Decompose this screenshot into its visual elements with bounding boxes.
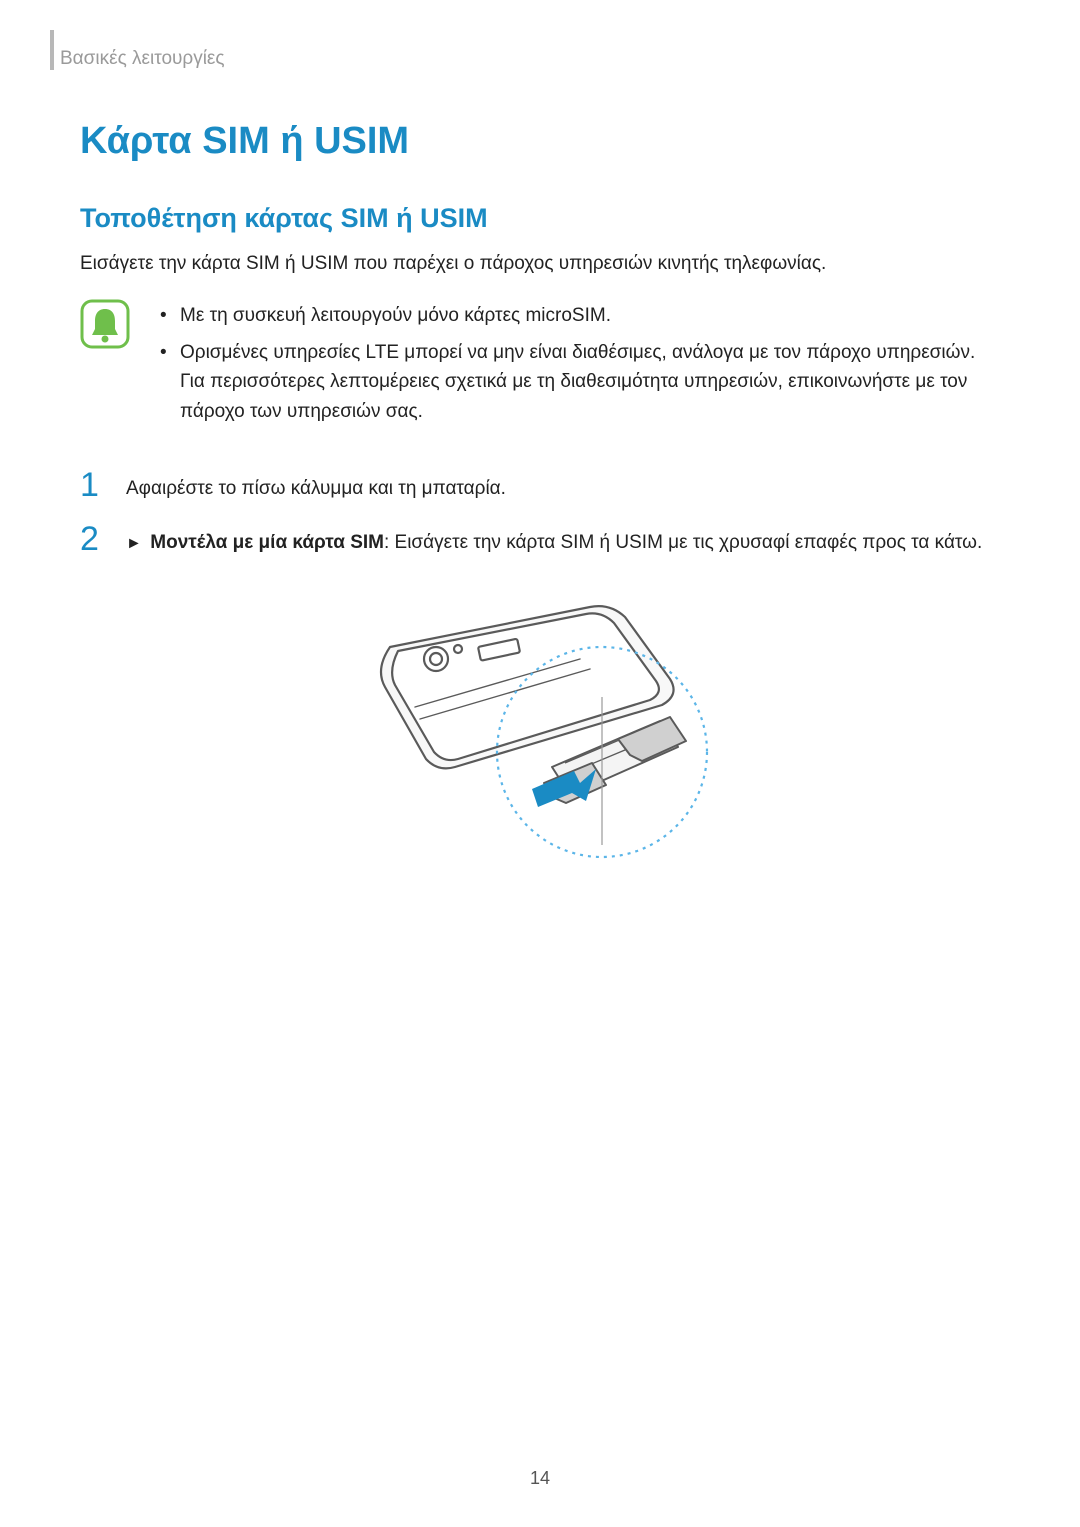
sim-insert-illustration: [330, 587, 750, 887]
step-number: 1: [80, 468, 104, 502]
step-text: ► Μοντέλα με μία κάρτα SIM: Εισάγετε την…: [126, 522, 1000, 557]
breadcrumb: Βασικές λειτουργίες: [60, 40, 1000, 70]
page-number: 14: [0, 1468, 1080, 1489]
intro-paragraph: Εισάγετε την κάρτα SIM ή USIM που παρέχε…: [80, 250, 1000, 279]
page-title: Κάρτα SIM ή USIM: [80, 120, 1000, 163]
step-number: 2: [80, 522, 104, 556]
bell-note-icon: [80, 299, 130, 349]
step-1: 1 Αφαιρέστε το πίσω κάλυμμα και τη μπατα…: [80, 468, 1000, 503]
note-item: Ορισμένες υπηρεσίες LTE μπορεί να μην εί…: [152, 338, 1000, 426]
note-item: Με τη συσκευή λειτουργούν μόνο κάρτες mi…: [152, 301, 1000, 330]
note-list: Με τη συσκευή λειτουργούν μόνο κάρτες mi…: [152, 301, 1000, 435]
document-page: Βασικές λειτουργίες Κάρτα SIM ή USIM Τοπ…: [0, 0, 1080, 1527]
step-text: Αφαιρέστε το πίσω κάλυμμα και τη μπαταρί…: [126, 468, 1000, 503]
arrow-marker: ►: [126, 535, 146, 552]
step-2: 2 ► Μοντέλα με μία κάρτα SIM: Εισάγετε τ…: [80, 522, 1000, 557]
section-title: Τοποθέτηση κάρτας SIM ή USIM: [80, 203, 1000, 234]
note-block: Με τη συσκευή λειτουργούν μόνο κάρτες mi…: [80, 301, 1000, 435]
header-rule: [50, 30, 54, 70]
step-bold: Μοντέλα με μία κάρτα SIM: [150, 532, 384, 553]
step-rest: : Εισάγετε την κάρτα SIM ή USIM με τις χ…: [384, 532, 982, 553]
